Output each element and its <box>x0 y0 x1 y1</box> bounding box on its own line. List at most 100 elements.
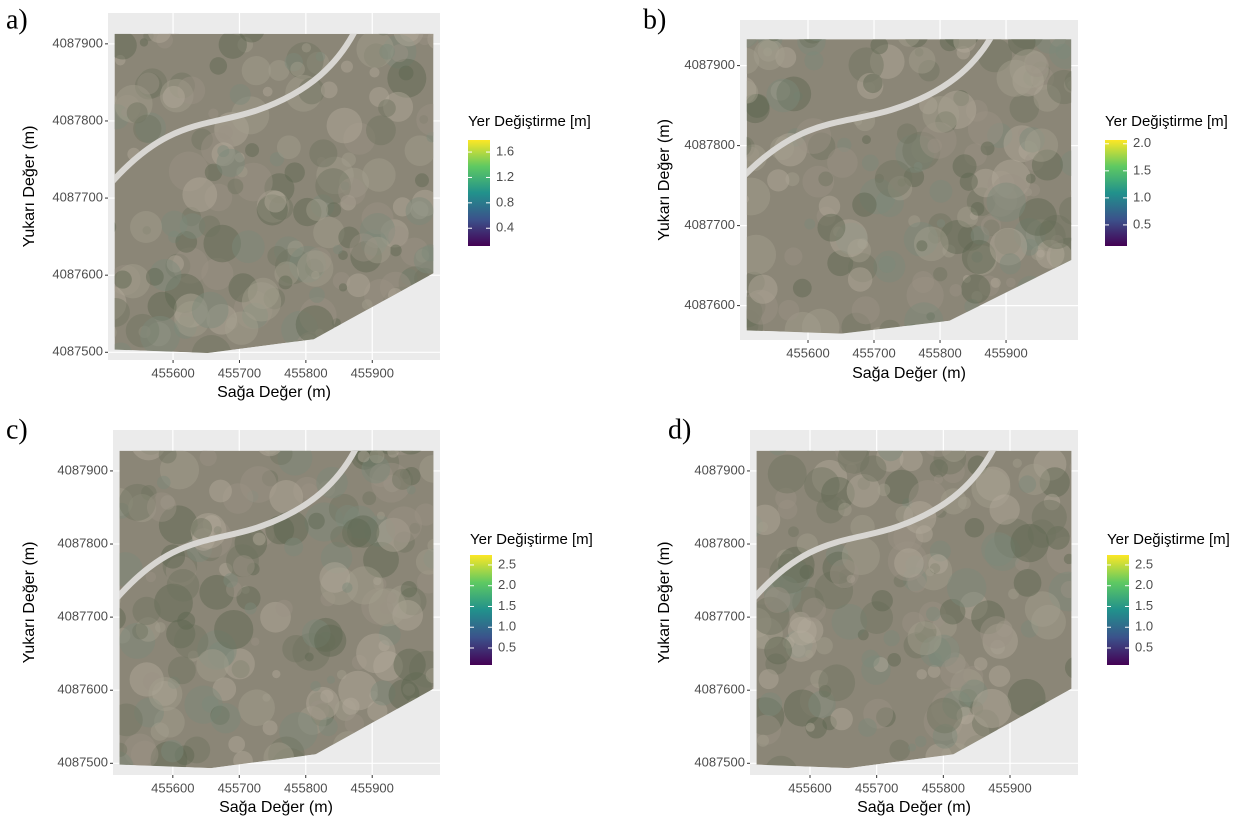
terrain-patch <box>746 234 777 275</box>
terrain-patch <box>746 289 778 325</box>
terrain-patch <box>756 513 764 539</box>
terrain-patch <box>830 707 853 731</box>
terrain-patch <box>373 651 403 681</box>
terrain-patch <box>944 652 966 674</box>
terrain-patch <box>341 152 356 167</box>
terrain-patch <box>363 541 399 578</box>
terrain-patch <box>863 73 883 94</box>
terrain-patch <box>746 177 771 216</box>
terrain-patch <box>382 34 417 69</box>
terrain-patch <box>119 622 156 659</box>
terrain-patch <box>114 270 132 289</box>
y-tick-label: 4087600 <box>57 682 108 697</box>
terrain-patch <box>309 287 325 303</box>
terrain-patch <box>181 207 201 227</box>
terrain-patch <box>980 215 1002 236</box>
terrain-patch <box>797 39 826 56</box>
terrain-patch <box>226 544 259 578</box>
terrain-patch <box>206 303 238 335</box>
terrain-patch <box>777 499 798 520</box>
terrain-image <box>114 33 434 354</box>
terrain-patch <box>234 152 245 163</box>
terrain-patch <box>994 228 1022 256</box>
terrain-patch <box>393 33 424 47</box>
colorbar-label: 1.5 <box>1133 162 1151 177</box>
terrain-patch <box>810 670 829 689</box>
terrain-patch <box>925 568 935 577</box>
terrain-patch <box>304 258 324 278</box>
terrain-patch <box>1024 152 1044 172</box>
terrain-patch <box>906 276 944 315</box>
terrain-patch <box>142 672 162 691</box>
terrain-patch <box>805 722 815 732</box>
terrain-patch <box>226 581 242 598</box>
terrain-patch <box>984 534 1021 571</box>
terrain-patch <box>155 622 166 633</box>
terrain <box>114 33 434 354</box>
colorbar-label: 0.5 <box>1133 216 1151 231</box>
terrain-patch <box>1020 620 1039 638</box>
terrain-patch <box>216 148 245 178</box>
terrain-patch <box>919 635 952 668</box>
terrain-patch <box>308 512 325 530</box>
terrain-patch <box>903 221 939 257</box>
terrain-patch <box>1009 39 1045 50</box>
terrain <box>746 39 1072 334</box>
terrain-patch <box>1012 458 1022 468</box>
terrain-patch <box>350 450 379 470</box>
terrain-patch <box>1031 149 1063 181</box>
terrain-patch <box>991 159 1031 199</box>
terrain-patch <box>344 713 364 734</box>
terrain-patch <box>179 213 206 239</box>
colorbar <box>1105 140 1127 246</box>
terrain-patch <box>811 459 848 496</box>
terrain-patch <box>817 213 846 242</box>
terrain-patch <box>147 33 172 44</box>
terrain-patch <box>835 222 868 255</box>
terrain-patch <box>933 450 967 475</box>
terrain-patch <box>346 273 371 298</box>
terrain-patch <box>223 648 255 680</box>
terrain-patch <box>198 215 221 238</box>
terrain-patch <box>797 617 824 644</box>
terrain-patch <box>149 259 182 292</box>
terrain-patch <box>203 224 242 263</box>
terrain-patch <box>146 322 171 347</box>
terrain-patch <box>304 502 344 542</box>
terrain-patch <box>400 581 418 598</box>
terrain-patch <box>202 515 222 534</box>
terrain-patch <box>141 485 157 501</box>
terrain-patch <box>410 201 429 220</box>
terrain-patch <box>1059 196 1072 225</box>
terrain-patch <box>960 679 988 708</box>
terrain-patch <box>191 335 232 354</box>
terrain-patch <box>1012 64 1044 97</box>
terrain-patch <box>331 318 341 328</box>
terrain-patch <box>784 629 813 659</box>
terrain-patch <box>971 290 983 303</box>
terrain-patch <box>799 39 820 49</box>
terrain-patch <box>342 582 353 593</box>
terrain-patch <box>119 742 128 757</box>
colorbar-label: 2.0 <box>1133 135 1151 150</box>
terrain-patch <box>425 668 434 684</box>
terrain-patch <box>784 247 803 266</box>
terrain-patch <box>978 275 1000 297</box>
terrain <box>119 450 434 769</box>
terrain-patch <box>927 138 943 154</box>
terrain-patch <box>310 703 335 727</box>
terrain-patch <box>933 636 960 662</box>
terrain-patch <box>201 132 235 166</box>
terrain-patch <box>130 450 167 461</box>
terrain-patch <box>756 734 770 747</box>
terrain-patch <box>874 173 884 183</box>
terrain-patch <box>343 505 377 539</box>
terrain-patch <box>246 490 259 503</box>
x-tick-label: 455800 <box>284 365 327 380</box>
terrain-patch <box>242 302 269 329</box>
terrain-patch <box>994 518 1034 559</box>
terrain-patch <box>874 160 913 198</box>
terrain-patch <box>987 170 1015 198</box>
colorbar <box>470 555 492 665</box>
terrain-patch <box>363 515 396 547</box>
